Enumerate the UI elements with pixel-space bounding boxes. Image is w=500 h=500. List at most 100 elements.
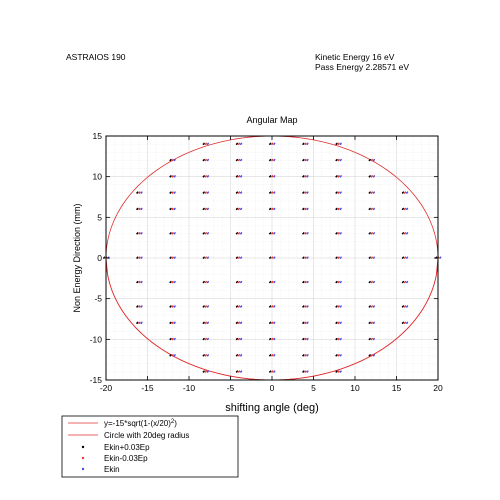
scatter-point xyxy=(139,305,141,307)
scatter-point xyxy=(238,175,241,177)
scatter-point xyxy=(404,256,407,258)
scatter-point xyxy=(238,207,241,210)
scatter-point xyxy=(203,232,205,234)
scatter-point xyxy=(369,256,371,258)
scatter-point xyxy=(240,158,243,161)
scatter-point xyxy=(240,280,243,283)
scatter-point xyxy=(141,207,143,210)
scatter-point xyxy=(303,280,305,283)
scatter-point xyxy=(305,232,307,234)
scatter-point xyxy=(103,256,106,258)
scatter-point xyxy=(338,321,340,323)
scatter-point xyxy=(174,256,176,258)
scatter-point xyxy=(307,207,309,210)
scatter-point xyxy=(207,207,209,210)
scatter-point xyxy=(205,158,207,161)
scatter-point xyxy=(273,207,276,210)
scatter-point xyxy=(336,280,338,283)
scatter-point xyxy=(139,321,141,323)
scatter-point xyxy=(371,354,373,356)
scatter-point xyxy=(371,207,373,210)
scatter-point xyxy=(273,337,276,340)
scatter-point xyxy=(174,158,176,161)
scatter-point xyxy=(303,232,305,234)
scatter-point xyxy=(373,280,375,283)
y-tick-label: 5 xyxy=(97,212,102,222)
y-tick-label: 15 xyxy=(93,131,103,141)
scatter-point xyxy=(141,232,143,234)
legend-entry-label: y=-15*sqrt(1-(x/20)2) xyxy=(104,419,177,428)
scatter-point xyxy=(404,232,407,234)
scatter-point xyxy=(303,207,305,210)
scatter-point xyxy=(336,191,338,193)
scatter-point xyxy=(307,337,309,340)
scatter-point xyxy=(338,256,340,258)
scatter-point xyxy=(236,305,239,307)
scatter-point xyxy=(371,158,373,161)
scatter-point xyxy=(303,256,305,258)
scatter-point xyxy=(338,175,340,177)
scatter-point xyxy=(303,158,305,161)
scatter-point xyxy=(402,232,405,234)
scatter-point xyxy=(236,370,239,372)
scatter-point xyxy=(240,191,243,193)
scatter-point xyxy=(240,321,243,323)
scatter-point xyxy=(269,354,272,356)
scatter-point xyxy=(170,232,172,234)
scatter-point xyxy=(236,354,239,356)
scatter-point xyxy=(373,191,375,193)
scatter-point xyxy=(340,370,342,372)
scatter-point xyxy=(207,370,209,372)
scatter-point xyxy=(303,305,305,307)
scatter-point xyxy=(170,207,172,210)
x-tick-label: -10 xyxy=(183,383,196,393)
x-tick-label: 20 xyxy=(433,383,443,393)
legend-entry-label: Ekin-0.03Ep xyxy=(104,454,148,463)
scatter-point xyxy=(240,142,243,145)
scatter-point xyxy=(269,175,272,177)
scatter-point xyxy=(269,207,272,210)
scatter-point xyxy=(203,175,205,177)
scatter-point xyxy=(240,354,243,356)
scatter-point xyxy=(236,280,239,283)
scatter-point xyxy=(404,305,407,307)
scatter-point xyxy=(402,305,405,307)
scatter-point xyxy=(307,370,309,372)
scatter-point xyxy=(340,256,342,258)
scatter-point xyxy=(172,321,174,323)
scatter-point xyxy=(240,370,243,372)
x-tick-label: 10 xyxy=(350,383,360,393)
scatter-point xyxy=(273,175,276,177)
scatter-point xyxy=(338,280,340,283)
y-tick-label: 0 xyxy=(97,253,102,263)
scatter-point xyxy=(205,337,207,340)
scatter-point xyxy=(203,256,205,258)
scatter-point xyxy=(406,191,409,193)
scatter-point xyxy=(170,280,172,283)
scatter-point xyxy=(269,142,272,145)
x-tick-label: -20 xyxy=(100,383,113,393)
scatter-point xyxy=(305,175,307,177)
y-tick-label: -15 xyxy=(90,375,103,385)
scatter-point xyxy=(139,232,141,234)
scatter-point xyxy=(439,256,442,258)
scatter-point xyxy=(271,337,274,340)
scatter-point xyxy=(340,337,342,340)
scatter-point xyxy=(371,175,373,177)
scatter-point xyxy=(305,354,307,356)
scatter-point xyxy=(369,207,371,210)
scatter-point xyxy=(336,337,338,340)
scatter-point xyxy=(340,321,342,323)
scatter-point xyxy=(172,256,174,258)
scatter-point xyxy=(336,305,338,307)
scatter-point xyxy=(336,207,338,210)
scatter-point xyxy=(174,175,176,177)
scatter-point xyxy=(271,232,274,234)
scatter-point xyxy=(406,280,409,283)
scatter-point xyxy=(369,337,371,340)
scatter-point xyxy=(207,280,209,283)
scatter-point xyxy=(240,337,243,340)
x-tick-label: -5 xyxy=(227,383,235,393)
legend-dot-swatch xyxy=(81,456,85,460)
scatter-point xyxy=(271,142,274,145)
